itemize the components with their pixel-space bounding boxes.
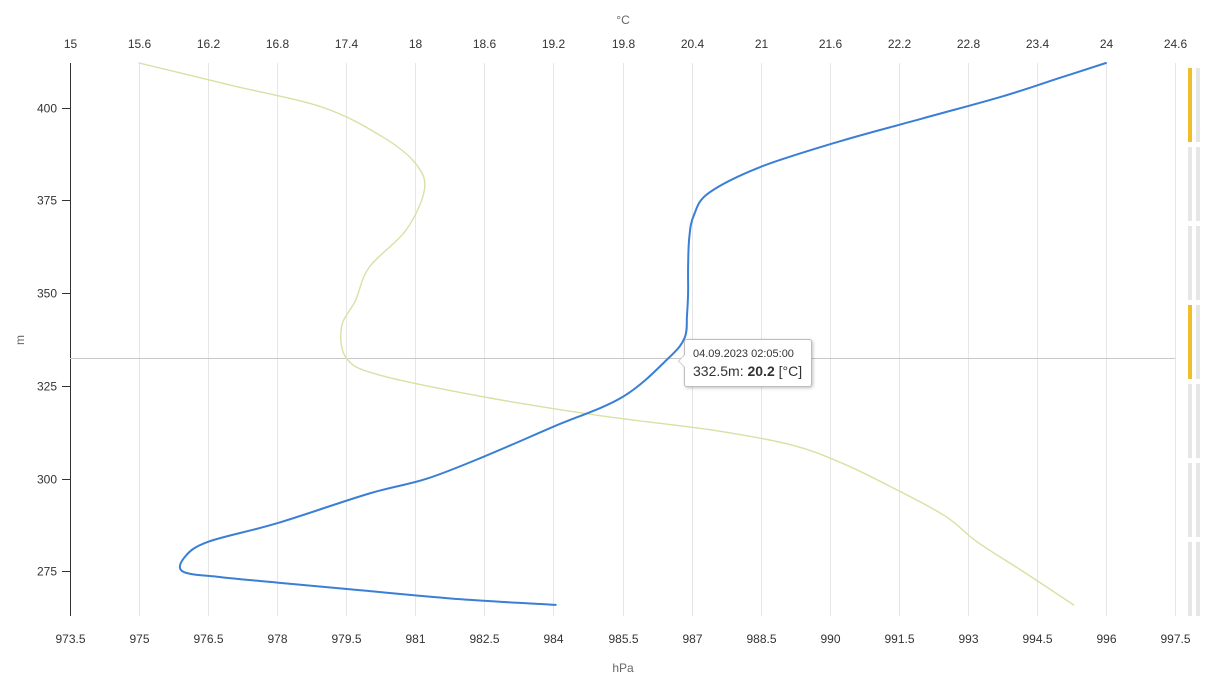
top-tick-label: 15.6: [128, 37, 152, 51]
bottom-tick-label: 987: [682, 632, 702, 646]
range-segment-track: [1196, 542, 1200, 616]
tooltip-timestamp: 04.09.2023 02:05:00: [693, 348, 794, 360]
bottom-tick-label: 990: [820, 632, 840, 646]
y-tick-label: 350: [37, 287, 57, 301]
bottom-tick-label: 997.5: [1160, 632, 1190, 646]
range-segment[interactable]: [1188, 384, 1192, 458]
top-tick-label: 22.2: [888, 37, 912, 51]
bottom-tick-label: 982.5: [469, 632, 499, 646]
temperature-series-line: [178, 62, 1107, 606]
data-tooltip: 04.09.2023 02:05:00 332.5m: 20.2 [°C]: [678, 339, 812, 387]
range-segment[interactable]: [1188, 542, 1192, 616]
bottom-tick-label: 988.5: [746, 632, 776, 646]
bottom-tick-label: 976.5: [193, 632, 223, 646]
bottom-tick-label: 975: [129, 632, 149, 646]
top-tick-label: 24.6: [1164, 37, 1188, 51]
range-segment-track: [1196, 384, 1200, 458]
series-layer: [138, 62, 1107, 606]
top-tick-label: 16.8: [266, 37, 290, 51]
top-tick-label: 17.4: [335, 37, 359, 51]
tooltip-prefix: 332.5m:: [693, 363, 744, 379]
y-axis-title: m: [13, 335, 27, 345]
range-segment-track: [1196, 305, 1200, 379]
range-segment-track: [1196, 226, 1200, 300]
y-tick-label: 325: [37, 380, 57, 394]
bottom-tick-label: 991.5: [884, 632, 914, 646]
bottom-tick-label: 985.5: [608, 632, 638, 646]
y-tick-label: 275: [37, 565, 57, 579]
top-tick-label: 20.4: [681, 37, 705, 51]
y-tick-label: 300: [37, 473, 57, 487]
top-tick-label: 19.8: [612, 37, 636, 51]
top-tick-label: 22.8: [957, 37, 981, 51]
tooltip-value: 20.2: [747, 363, 775, 379]
top-tick-label: 15: [64, 37, 78, 51]
top-axis-ticks: 15 15.6 16.2 16.8 17.4 18 18.6 19.2 19.8 20.4 21 21…: [64, 37, 1188, 51]
range-segment-track: [1196, 147, 1200, 221]
top-tick-label: 16.2: [197, 37, 221, 51]
tooltip-unit: [°C]: [778, 363, 803, 379]
bottom-tick-label: 984: [543, 632, 563, 646]
y-axis-ticks: 275 300 325 350 375 400: [37, 102, 70, 579]
bottom-axis-title: hPa: [612, 661, 634, 675]
top-tick-label: 18: [409, 37, 423, 51]
range-segment[interactable]: [1188, 147, 1192, 221]
top-tick-label: 21.6: [819, 37, 843, 51]
bottom-axis-ticks: 973.5 975 976.5 978 979.5 981 982.5 984 985.5 987…: [55, 632, 1190, 646]
top-tick-label: 23.4: [1026, 37, 1050, 51]
y-tick-label: 400: [37, 102, 57, 116]
range-segment-track: [1196, 463, 1200, 537]
range-segment[interactable]: [1188, 226, 1192, 300]
range-segment-track: [1196, 68, 1200, 142]
top-axis-title: °C: [616, 13, 630, 27]
y-tick-label: 375: [37, 194, 57, 208]
bottom-tick-label: 994.5: [1022, 632, 1052, 646]
range-segment[interactable]: [1188, 305, 1192, 379]
bottom-tick-label: 978: [267, 632, 287, 646]
bottom-tick-label: 979.5: [331, 632, 361, 646]
top-tick-label: 21: [755, 37, 769, 51]
top-tick-label: 24: [1100, 37, 1114, 51]
bottom-tick-label: 996: [1096, 632, 1116, 646]
range-segment[interactable]: [1188, 463, 1192, 537]
bottom-tick-label: 981: [405, 632, 425, 646]
grid-lines: [70, 63, 1176, 616]
pressure-series-line: [138, 62, 1075, 606]
top-tick-label: 19.2: [542, 37, 566, 51]
tooltip-value-line: 332.5m: 20.2 [°C]: [693, 363, 802, 379]
top-tick-label: 18.6: [473, 37, 497, 51]
bottom-tick-label: 973.5: [55, 632, 85, 646]
range-selector[interactable]: [1188, 68, 1200, 616]
range-segment[interactable]: [1188, 68, 1192, 142]
bottom-tick-label: 993: [958, 632, 978, 646]
